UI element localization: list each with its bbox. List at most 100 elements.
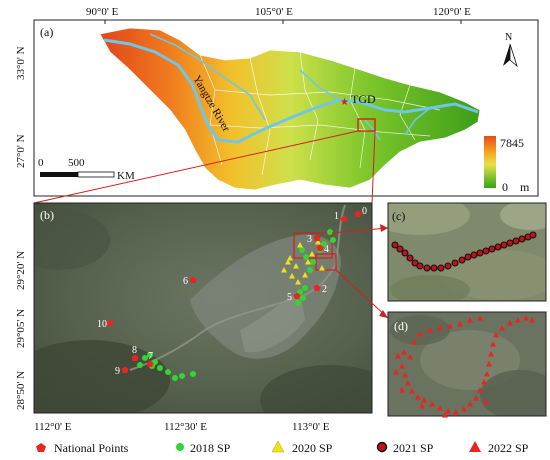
- sp-2022-point: [399, 387, 405, 393]
- sp-2022-point: [467, 401, 473, 407]
- zoom-connectors-cd: [331, 227, 389, 319]
- triangle-icon: [469, 441, 481, 452]
- sp-2022-point: [461, 406, 467, 412]
- detail-lon-tick-0: 112°0' E: [34, 421, 72, 433]
- inset-c-frame: [387, 202, 547, 302]
- elevation-legend-bar: [484, 136, 496, 188]
- sp-2022-point: [477, 387, 483, 393]
- legend: National Points 2018 SP 2020 SP 2021 SP …: [36, 440, 529, 455]
- sp-2021-point: [512, 237, 520, 245]
- sp-2022-point: [393, 369, 399, 375]
- sp-2021-point: [470, 251, 478, 259]
- sp-2018-point: [179, 373, 185, 379]
- sp-2022-point: [445, 408, 451, 414]
- legend-unit: m: [520, 180, 530, 194]
- sp-2022-point: [488, 351, 494, 357]
- sp-2020-points: [281, 239, 325, 285]
- sp-2022-point: [515, 317, 521, 323]
- national-point-marker: [131, 354, 139, 361]
- zoom-connectors: [33, 130, 376, 204]
- dot-icon: [176, 443, 184, 451]
- sp-2022-point: [499, 325, 505, 331]
- pentagon-icon: [36, 443, 46, 452]
- top-lon-tick-2: 120°0' E: [433, 6, 471, 18]
- sp-2022-point: [483, 399, 489, 405]
- sp-2018-point: [172, 375, 178, 381]
- sp-2020-point: [285, 259, 291, 265]
- sp-2021-point: [401, 249, 409, 257]
- national-point-marker: [340, 215, 348, 222]
- sp-2018-point: [302, 285, 308, 291]
- detail-lat-tick-1: 29°05' N: [15, 309, 27, 348]
- sp-2018-point: [295, 300, 301, 306]
- national-point-marker: [316, 244, 324, 251]
- sp-2018-points: [137, 229, 336, 381]
- sp-2020-point: [287, 255, 293, 261]
- sp-2021-point: [529, 231, 537, 239]
- sp-2018-point: [310, 259, 316, 265]
- sp-2021-point: [437, 264, 445, 272]
- sp-2022-point: [490, 341, 496, 347]
- national-point-label: 9: [115, 366, 120, 377]
- subbasin-boundaries: [199, 51, 441, 176]
- sp-2021-point: [416, 262, 424, 270]
- sp-2021-point: [430, 264, 438, 272]
- sp-2018-point: [165, 369, 171, 375]
- legend-item-2018: 2018 SP: [176, 441, 231, 455]
- sp-2018-point: [299, 247, 305, 253]
- national-point-label: 2: [322, 284, 327, 295]
- sp-2022-point: [447, 323, 453, 329]
- north-arrow-icon: N: [503, 32, 518, 68]
- top-lat-tick-0: 33°0' N: [15, 46, 27, 80]
- yangtze-river-line: [103, 38, 479, 144]
- sp-2021-point: [458, 256, 466, 264]
- sp-2018-point: [307, 267, 313, 273]
- sp-2022-point: [417, 331, 423, 337]
- sp-2018-point: [147, 352, 153, 358]
- legend-label-2018: 2018 SP: [190, 441, 231, 455]
- sp-2018-point: [300, 295, 306, 301]
- sp-2022-point: [415, 394, 421, 400]
- sp-2022-point: [523, 315, 529, 321]
- triangle-icon: [271, 440, 285, 453]
- legend-label-2022: 2022 SP: [488, 441, 529, 455]
- scale-zero: 0: [38, 157, 44, 169]
- yangtze-basin: [99, 27, 481, 191]
- inset-c: (c): [387, 202, 547, 302]
- national-point-marker: [293, 292, 301, 299]
- inset-d: (d): [387, 311, 547, 418]
- sp-2022-point: [453, 409, 459, 415]
- sp-2020-point: [297, 242, 303, 248]
- sp-2022-point: [421, 397, 427, 403]
- legend-label-national-points: National Points: [54, 441, 129, 455]
- sp-2021-point: [506, 239, 514, 247]
- national-point-label: 5: [287, 292, 292, 303]
- tributaries: [149, 33, 431, 141]
- sp-2018-point: [330, 237, 336, 243]
- sp-2018-point: [327, 229, 333, 235]
- scale-unit: KM: [117, 170, 135, 182]
- sp-2020-point: [293, 263, 299, 269]
- panel-a-label: (a): [40, 25, 53, 39]
- detail-lat-tick-2: 28°50' N: [15, 371, 27, 410]
- sp-2018-point: [321, 241, 327, 247]
- sp-2020-point: [319, 265, 325, 271]
- legend-item-2020: 2020 SP: [271, 440, 333, 455]
- sp-2020-point: [309, 251, 315, 257]
- sp-2022-point: [437, 405, 443, 411]
- legend-item-national-points: National Points: [36, 441, 129, 455]
- sp-2021-point: [391, 241, 399, 249]
- sp-2021-point: [518, 235, 526, 243]
- zoom-box-c: [293, 232, 333, 259]
- sp-2022-point: [457, 321, 463, 327]
- sp-2021-point: [482, 247, 490, 255]
- panel-b-label: (b): [40, 208, 54, 222]
- sp-2022-point: [405, 380, 411, 386]
- national-point-label: 0: [362, 206, 367, 217]
- legend-label-2020: 2020 SP: [292, 441, 333, 455]
- sp-2022-point: [395, 353, 401, 359]
- national-point-marker: [146, 360, 154, 367]
- sp-2021-point: [464, 253, 472, 261]
- legend-max: 7845: [500, 136, 524, 150]
